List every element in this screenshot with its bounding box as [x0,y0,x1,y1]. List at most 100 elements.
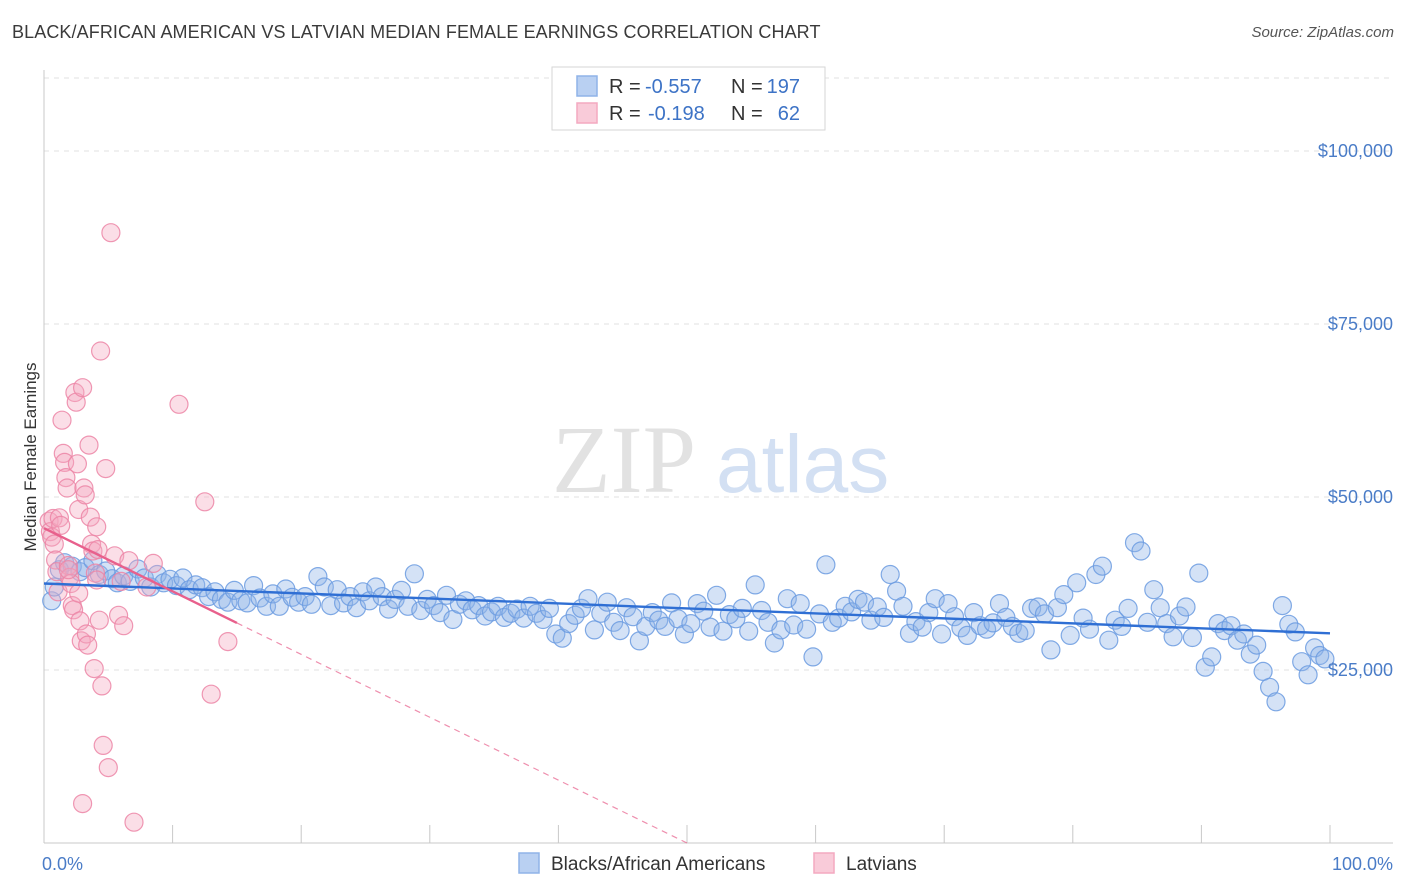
legend-r-value-latvians: -0.198 [648,103,705,125]
data-point [43,508,63,529]
data-point [1266,692,1286,712]
data-point [623,607,643,627]
y-tick-labels: $25,000 $50,000 $75,000 $100,000 [1318,141,1393,680]
legend-n-value-latvians: 62 [778,103,800,125]
data-point [1015,620,1035,641]
data-point [195,492,215,512]
data-point [80,507,100,527]
data-point [1144,580,1164,600]
data-point [957,625,977,646]
data-point [72,793,93,814]
data-point [931,624,952,644]
data-point [816,555,836,575]
watermark: ZIP atlas [552,406,889,513]
data-point [584,620,605,640]
x-tick-label-0: 0.0% [42,854,83,874]
data-point [90,341,111,361]
data-point [790,593,810,614]
data-point [108,605,129,625]
y-tick-label-2: $75,000 [1328,314,1393,334]
data-point [880,564,900,585]
bottom-legend-swatch-blacks [518,852,540,874]
data-point [796,619,817,639]
data-point [93,735,113,756]
data-point [87,517,107,537]
data-point [1189,563,1209,583]
data-point [201,684,221,704]
data-point [713,621,733,641]
trend-lines [43,527,1331,844]
data-point [1195,657,1215,677]
series-1-points [39,223,238,832]
data-point [1176,597,1196,617]
data-point [143,553,163,574]
y-tick-label-1: $50,000 [1328,487,1393,507]
data-point [1099,630,1119,650]
data-point [101,223,121,243]
data-point [983,613,1003,633]
legend-swatch-blacks [576,75,598,97]
legend-n-value-blacks: 197 [767,76,800,98]
data-point [1182,627,1203,648]
legend-r-label-latvians: R = [609,103,641,125]
data-point [1060,625,1080,646]
data-point [1137,612,1158,632]
data-point [1202,647,1222,667]
watermark-zip: ZIP [552,406,696,513]
legend-swatch-latvians [576,102,598,124]
legend: R = -0.557 N = 197 R = -0.198 N = 62 [551,66,826,131]
bottom-legend-swatch-latvians [813,852,835,874]
series-0-points [42,533,1335,712]
data-point [79,435,99,455]
trend-line-extension-1 [236,622,688,844]
data-point [1131,541,1151,561]
data-point [69,583,89,603]
data-point [169,394,189,414]
axes [43,70,1393,844]
bottom-legend-label-blacks: Blacks/African Americans [551,854,765,875]
data-point [114,616,134,636]
data-point [597,592,617,612]
data-point [84,658,104,679]
bottom-legend: Blacks/African Americans Latvians [518,852,917,875]
data-point [404,564,424,584]
chart-title: BLACK/AFRICAN AMERICAN VS LATVIAN MEDIAN… [12,22,821,42]
data-point [72,378,93,398]
legend-r-value-blacks: -0.557 [645,76,702,98]
y-tick-label-0: $25,000 [1328,660,1393,680]
data-point [1315,649,1335,669]
data-point [1272,595,1293,616]
data-point [49,508,70,528]
data-point [944,607,965,627]
data-point [218,631,238,652]
x-tick-label-1: 100.0% [1332,854,1393,874]
data-point [295,586,315,607]
data-point [1279,614,1299,634]
data-point [1041,640,1061,660]
data-point [1054,584,1074,605]
data-point [237,593,257,613]
y-tick-label-3: $100,000 [1318,141,1393,161]
data-point [578,589,598,609]
trend-line-1 [43,527,238,625]
data-point [60,567,80,587]
data-point [56,468,76,488]
data-point [1310,645,1330,666]
data-point [1247,635,1267,655]
data-point [745,575,765,595]
data-point [78,635,98,655]
bottom-legend-label-latvians: Latvians [846,854,917,875]
data-point [74,478,94,498]
data-point [771,620,791,640]
data-point [803,647,823,667]
legend-n-label-blacks: N = [731,76,763,98]
data-point [533,609,553,630]
data-point [681,613,701,634]
data-point [854,592,875,612]
data-point [89,610,109,630]
data-point [841,602,862,622]
data-point [674,624,695,644]
data-point [706,585,727,605]
data-point [205,582,225,602]
